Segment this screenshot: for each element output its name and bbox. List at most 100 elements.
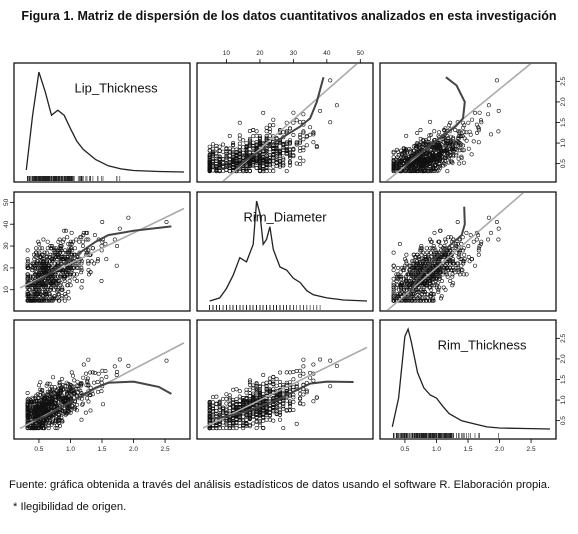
data-point: [66, 296, 71, 301]
data-point: [224, 401, 229, 406]
data-point: [42, 250, 47, 255]
data-point: [38, 424, 43, 429]
rug-marks: [393, 433, 500, 438]
data-point: [40, 283, 45, 288]
fit-group: [222, 64, 358, 181]
data-point: [59, 419, 64, 424]
data-point: [430, 292, 435, 297]
data-point: [422, 168, 427, 173]
data-point: [298, 139, 303, 144]
data-point: [40, 246, 45, 251]
data-point: [231, 399, 236, 404]
data-point: [40, 420, 45, 425]
data-point: [36, 239, 41, 244]
data-point: [247, 382, 252, 387]
data-point: [428, 298, 433, 303]
data-point: [47, 298, 52, 303]
data-point: [61, 255, 66, 260]
data-point: [391, 283, 396, 288]
data-point: [96, 257, 101, 262]
data-point: [247, 387, 252, 392]
data-point: [66, 396, 71, 401]
data-point: [75, 278, 80, 283]
data-point: [52, 385, 57, 390]
data-point: [67, 278, 72, 283]
data-point: [410, 292, 415, 297]
data-point: [69, 370, 74, 375]
data-point: [267, 160, 272, 165]
tick-label: 1.0: [432, 446, 441, 453]
data-point: [394, 160, 399, 165]
data-point: [421, 259, 426, 264]
data-point: [114, 263, 119, 268]
data-point: [281, 401, 286, 406]
data-point: [443, 139, 448, 144]
data-point: [267, 162, 272, 167]
data-point: [241, 414, 246, 419]
data-point: [419, 281, 424, 286]
fit-group: [202, 346, 368, 429]
data-point: [294, 142, 299, 147]
density-curve: [25, 71, 185, 173]
data-point: [34, 272, 39, 277]
data-point: [427, 268, 432, 273]
data-point: [399, 159, 404, 164]
data-point: [314, 144, 319, 149]
data-point: [44, 250, 49, 255]
data-point: [25, 289, 30, 294]
data-point: [247, 414, 252, 419]
data-point: [53, 419, 58, 424]
data-point: [35, 261, 40, 266]
data-point: [32, 257, 37, 262]
data-point: [80, 244, 85, 249]
data-point: [46, 405, 51, 410]
data-point: [68, 252, 73, 257]
data-point: [227, 426, 232, 431]
panel-frame: [13, 62, 191, 183]
data-point: [436, 142, 441, 147]
data-point: [65, 283, 70, 288]
data-point: [431, 155, 436, 160]
data-point: [411, 274, 416, 279]
data-point: [418, 261, 423, 266]
data-point: [84, 237, 89, 242]
data-point: [207, 411, 212, 416]
data-point: [207, 402, 212, 407]
data-point: [34, 285, 39, 290]
data-point: [427, 259, 432, 264]
data-point: [413, 298, 418, 303]
data-point: [38, 283, 43, 288]
data-point: [251, 134, 256, 139]
data-point: [456, 261, 461, 266]
data-point: [462, 130, 467, 135]
data-point: [29, 283, 34, 288]
data-point: [314, 395, 319, 400]
data-point: [298, 368, 303, 373]
data-point: [25, 259, 30, 264]
data-point: [460, 268, 465, 273]
data-point: [301, 357, 306, 362]
data-point: [461, 272, 466, 277]
data-point: [456, 270, 461, 275]
data-point: [441, 163, 446, 168]
data-point: [237, 402, 242, 407]
tick-label: 1.5: [560, 118, 567, 127]
data-point: [33, 263, 38, 268]
data-point: [407, 263, 412, 268]
data-point: [454, 141, 459, 146]
data-point: [271, 145, 276, 150]
data-point: [38, 268, 43, 273]
data-point: [50, 278, 55, 283]
data-point: [264, 417, 269, 422]
data-point: [36, 298, 41, 303]
data-point: [251, 421, 256, 426]
data-point: [445, 274, 450, 279]
data-point: [422, 296, 427, 301]
data-point: [207, 148, 212, 153]
tick-label: 0.5: [560, 159, 567, 168]
data-point: [264, 411, 269, 416]
data-point: [427, 285, 432, 290]
data-point: [412, 265, 417, 270]
data-point: [287, 153, 292, 158]
data-point: [457, 161, 462, 166]
